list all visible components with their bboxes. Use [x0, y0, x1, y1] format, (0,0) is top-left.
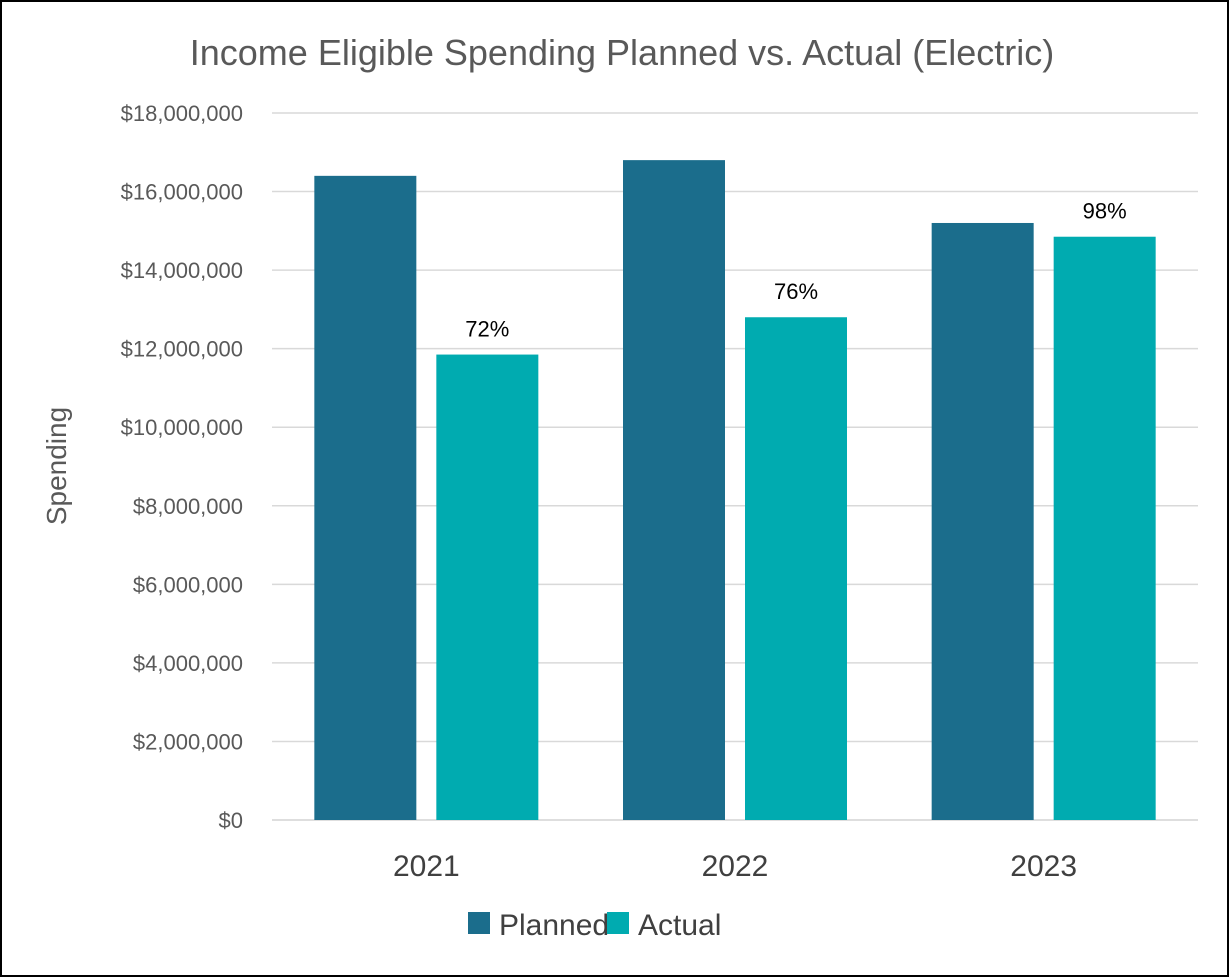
y-tick-label: $4,000,000 — [133, 651, 243, 676]
bar-actual-2021 — [436, 354, 539, 820]
legend-label-actual: Actual — [638, 909, 721, 942]
legend-swatch-planned — [468, 912, 490, 934]
y-tick-label: $8,000,000 — [133, 494, 243, 519]
bar-planned-2022 — [623, 160, 725, 821]
y-tick-label: $12,000,000 — [121, 337, 243, 362]
bar-planned-2021 — [314, 175, 417, 820]
chart-title: Income Eligible Spending Planned vs. Act… — [190, 32, 1054, 73]
x-tick-label: 2023 — [1010, 850, 1077, 883]
y-tick-label: $2,000,000 — [133, 729, 243, 754]
y-axis-tick-labels: $0 $2,000,000 $4,000,000 $6,000,000 $8,000,0… — [121, 101, 243, 833]
y-tick-label: $18,000,000 — [121, 101, 243, 126]
legend-label-planned: Planned — [499, 909, 609, 942]
data-label-2023: 98% — [1083, 199, 1127, 224]
data-label-2022: 76% — [774, 279, 818, 304]
bar-actual-2022 — [745, 317, 847, 820]
gridlines — [272, 112, 1198, 821]
bar-actual-2023 — [1053, 236, 1156, 821]
legend-swatch-actual — [607, 912, 629, 934]
y-tick-label: $10,000,000 — [121, 415, 243, 440]
data-labels: 72% 76% 98% — [465, 199, 1126, 342]
x-tick-label: 2021 — [393, 850, 460, 883]
y-tick-label: $16,000,000 — [121, 180, 243, 205]
bar-planned-2023 — [931, 222, 1034, 820]
data-label-2021: 72% — [465, 317, 509, 342]
x-tick-label: 2022 — [702, 850, 769, 883]
y-tick-label: $0 — [219, 808, 243, 833]
y-axis-title: Spending — [41, 407, 72, 525]
bars — [314, 160, 1156, 821]
x-axis-category-labels: 2021 2022 2023 — [393, 850, 1077, 883]
legend: Planned Actual — [468, 909, 721, 942]
y-tick-label: $14,000,000 — [121, 258, 243, 283]
y-tick-label: $6,000,000 — [133, 572, 243, 597]
